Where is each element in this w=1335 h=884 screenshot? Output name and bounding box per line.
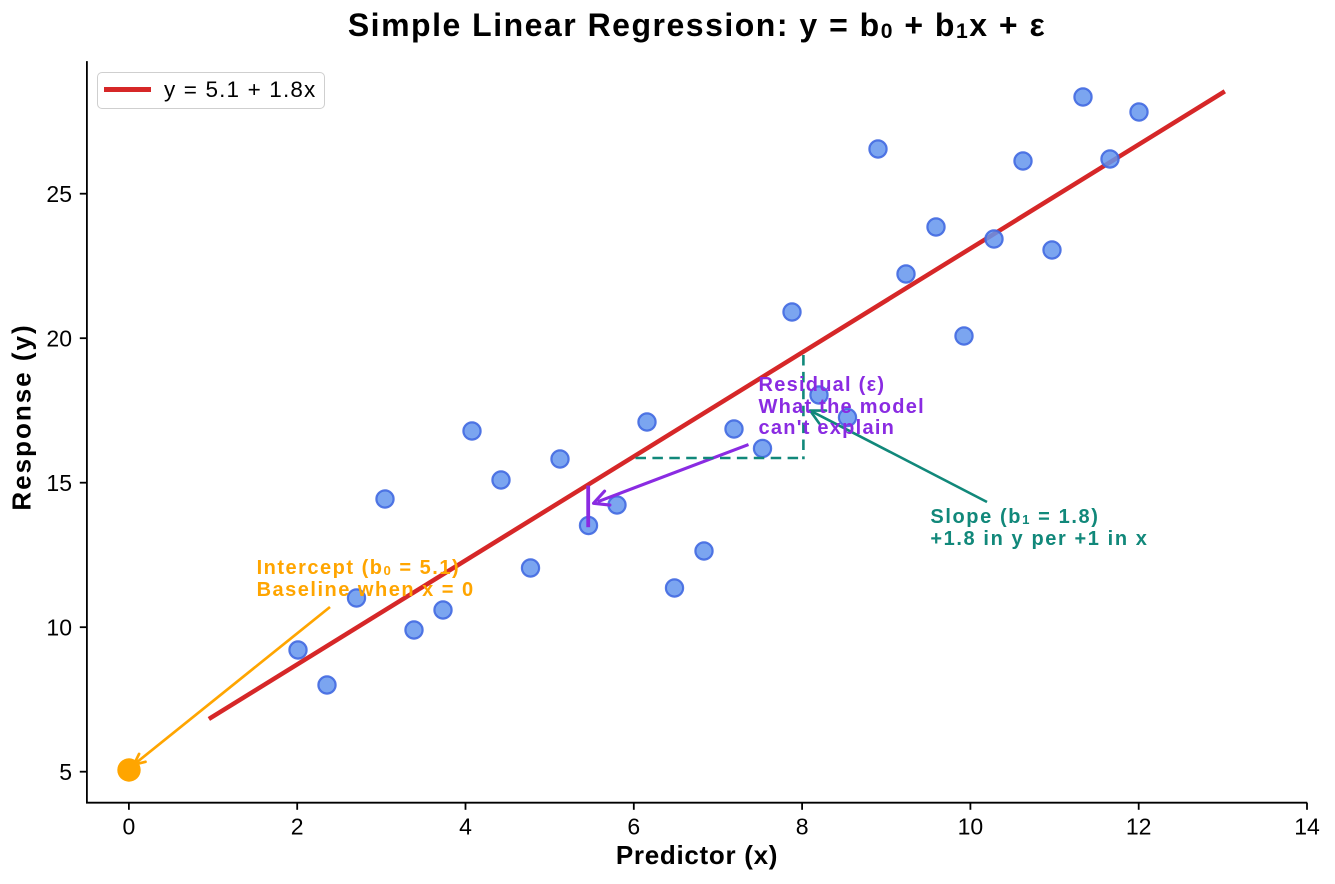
svg-text:5: 5 [59,759,72,785]
svg-text:8: 8 [796,814,809,840]
svg-text:10: 10 [46,614,72,640]
svg-text:14: 14 [1294,814,1320,840]
svg-text:4: 4 [459,814,472,840]
svg-text:0: 0 [123,814,136,840]
svg-text:20: 20 [46,325,72,351]
svg-text:25: 25 [46,181,72,207]
svg-text:15: 15 [46,470,72,496]
svg-text:12: 12 [1126,814,1152,840]
svg-text:6: 6 [627,814,640,840]
svg-text:10: 10 [958,814,984,840]
svg-text:2: 2 [291,814,304,840]
